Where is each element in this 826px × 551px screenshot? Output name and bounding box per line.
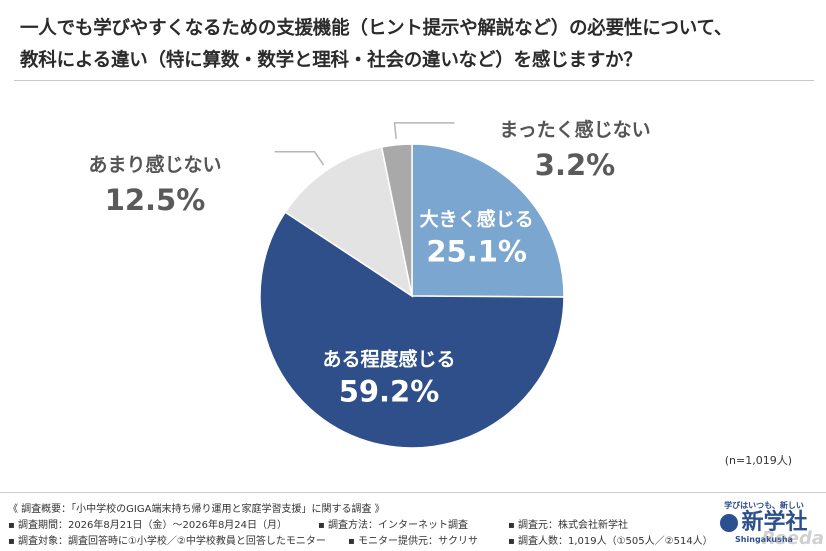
label-mattaku: まったく感じない 3.2% (475, 115, 675, 182)
slice-inner-value-1: 59.2% (339, 375, 440, 409)
slice-inner-value-0: 25.1% (426, 235, 527, 269)
brand-roman: Shingakusha (735, 535, 793, 544)
footer-period: ▪ 調査期間：2026年8月21日（金）～2026年8月24日（月） (8, 520, 288, 531)
footer-summary: 《 調査概要：「小中学校のGIGA端末持ち帰り運用と家庭学習支援」に関する調査 … (8, 504, 385, 515)
leader-line-3 (393, 122, 455, 139)
footer-method: ▪ 調査方法：インターネット調査 (318, 520, 468, 531)
footer-source: ▪ 調査元：株式会社新学社 (508, 520, 628, 531)
sample-size: (n=1,019人) (724, 454, 792, 467)
leader-lines (274, 122, 455, 166)
pie-slice-3 (380, 143, 413, 297)
chart-title-line2: 教科による違い（特に算数・数学と理科・社会の違いなど）を感じますか？ (20, 50, 642, 71)
leader-line-2 (274, 151, 325, 166)
inner-labels: 大きく感じる 25.1% ある程度感じる 59.2% (322, 208, 533, 409)
slice-inner-label-0: 大きく感じる (420, 208, 534, 231)
chart-title-line1: 一人でも学びやすくなるための支援機能（ヒント提示や解説など）の必要性について、 (20, 18, 733, 39)
brand-name-text: 新学社 (741, 510, 808, 535)
brand-mark-icon (720, 514, 739, 532)
slice-value-mattaku: 3.2% (534, 148, 616, 182)
footer-target: ▪ 調査対象：調査回答時に①小学校／②中学校教員と回答したモニター (8, 536, 326, 547)
pie-slice-2 (284, 146, 414, 298)
slice-label-mattaku: まったく感じない (499, 119, 651, 141)
pie-slice-0 (411, 143, 565, 298)
pie-chart: 大きく感じる 25.1% ある程度感じる 59.2% (259, 122, 565, 449)
label-amari: あまり感じない 12.5% (60, 150, 250, 217)
title-divider (14, 80, 814, 81)
brand-tagline: 学びはいつも、新しい (724, 501, 804, 510)
watermark: Reeda (761, 528, 824, 549)
pie-slices (259, 143, 565, 449)
brand-logo: 学びはいつも、新しい 新学社 Shingakusha (708, 500, 820, 544)
slice-label-amari: あまり感じない (88, 154, 222, 176)
survey-footer (0, 492, 826, 551)
slice-inner-label-1: ある程度感じる (322, 348, 455, 371)
footer-count: ▪ 調査人数：1,019人（①505人／②514人） (508, 536, 713, 547)
slice-value-amari: 12.5% (104, 183, 206, 217)
brand-name: 新学社 (708, 511, 820, 535)
footer-panel: ▪ モニター提供元：サクリサ (348, 536, 478, 547)
pie-slice-1 (259, 211, 565, 449)
